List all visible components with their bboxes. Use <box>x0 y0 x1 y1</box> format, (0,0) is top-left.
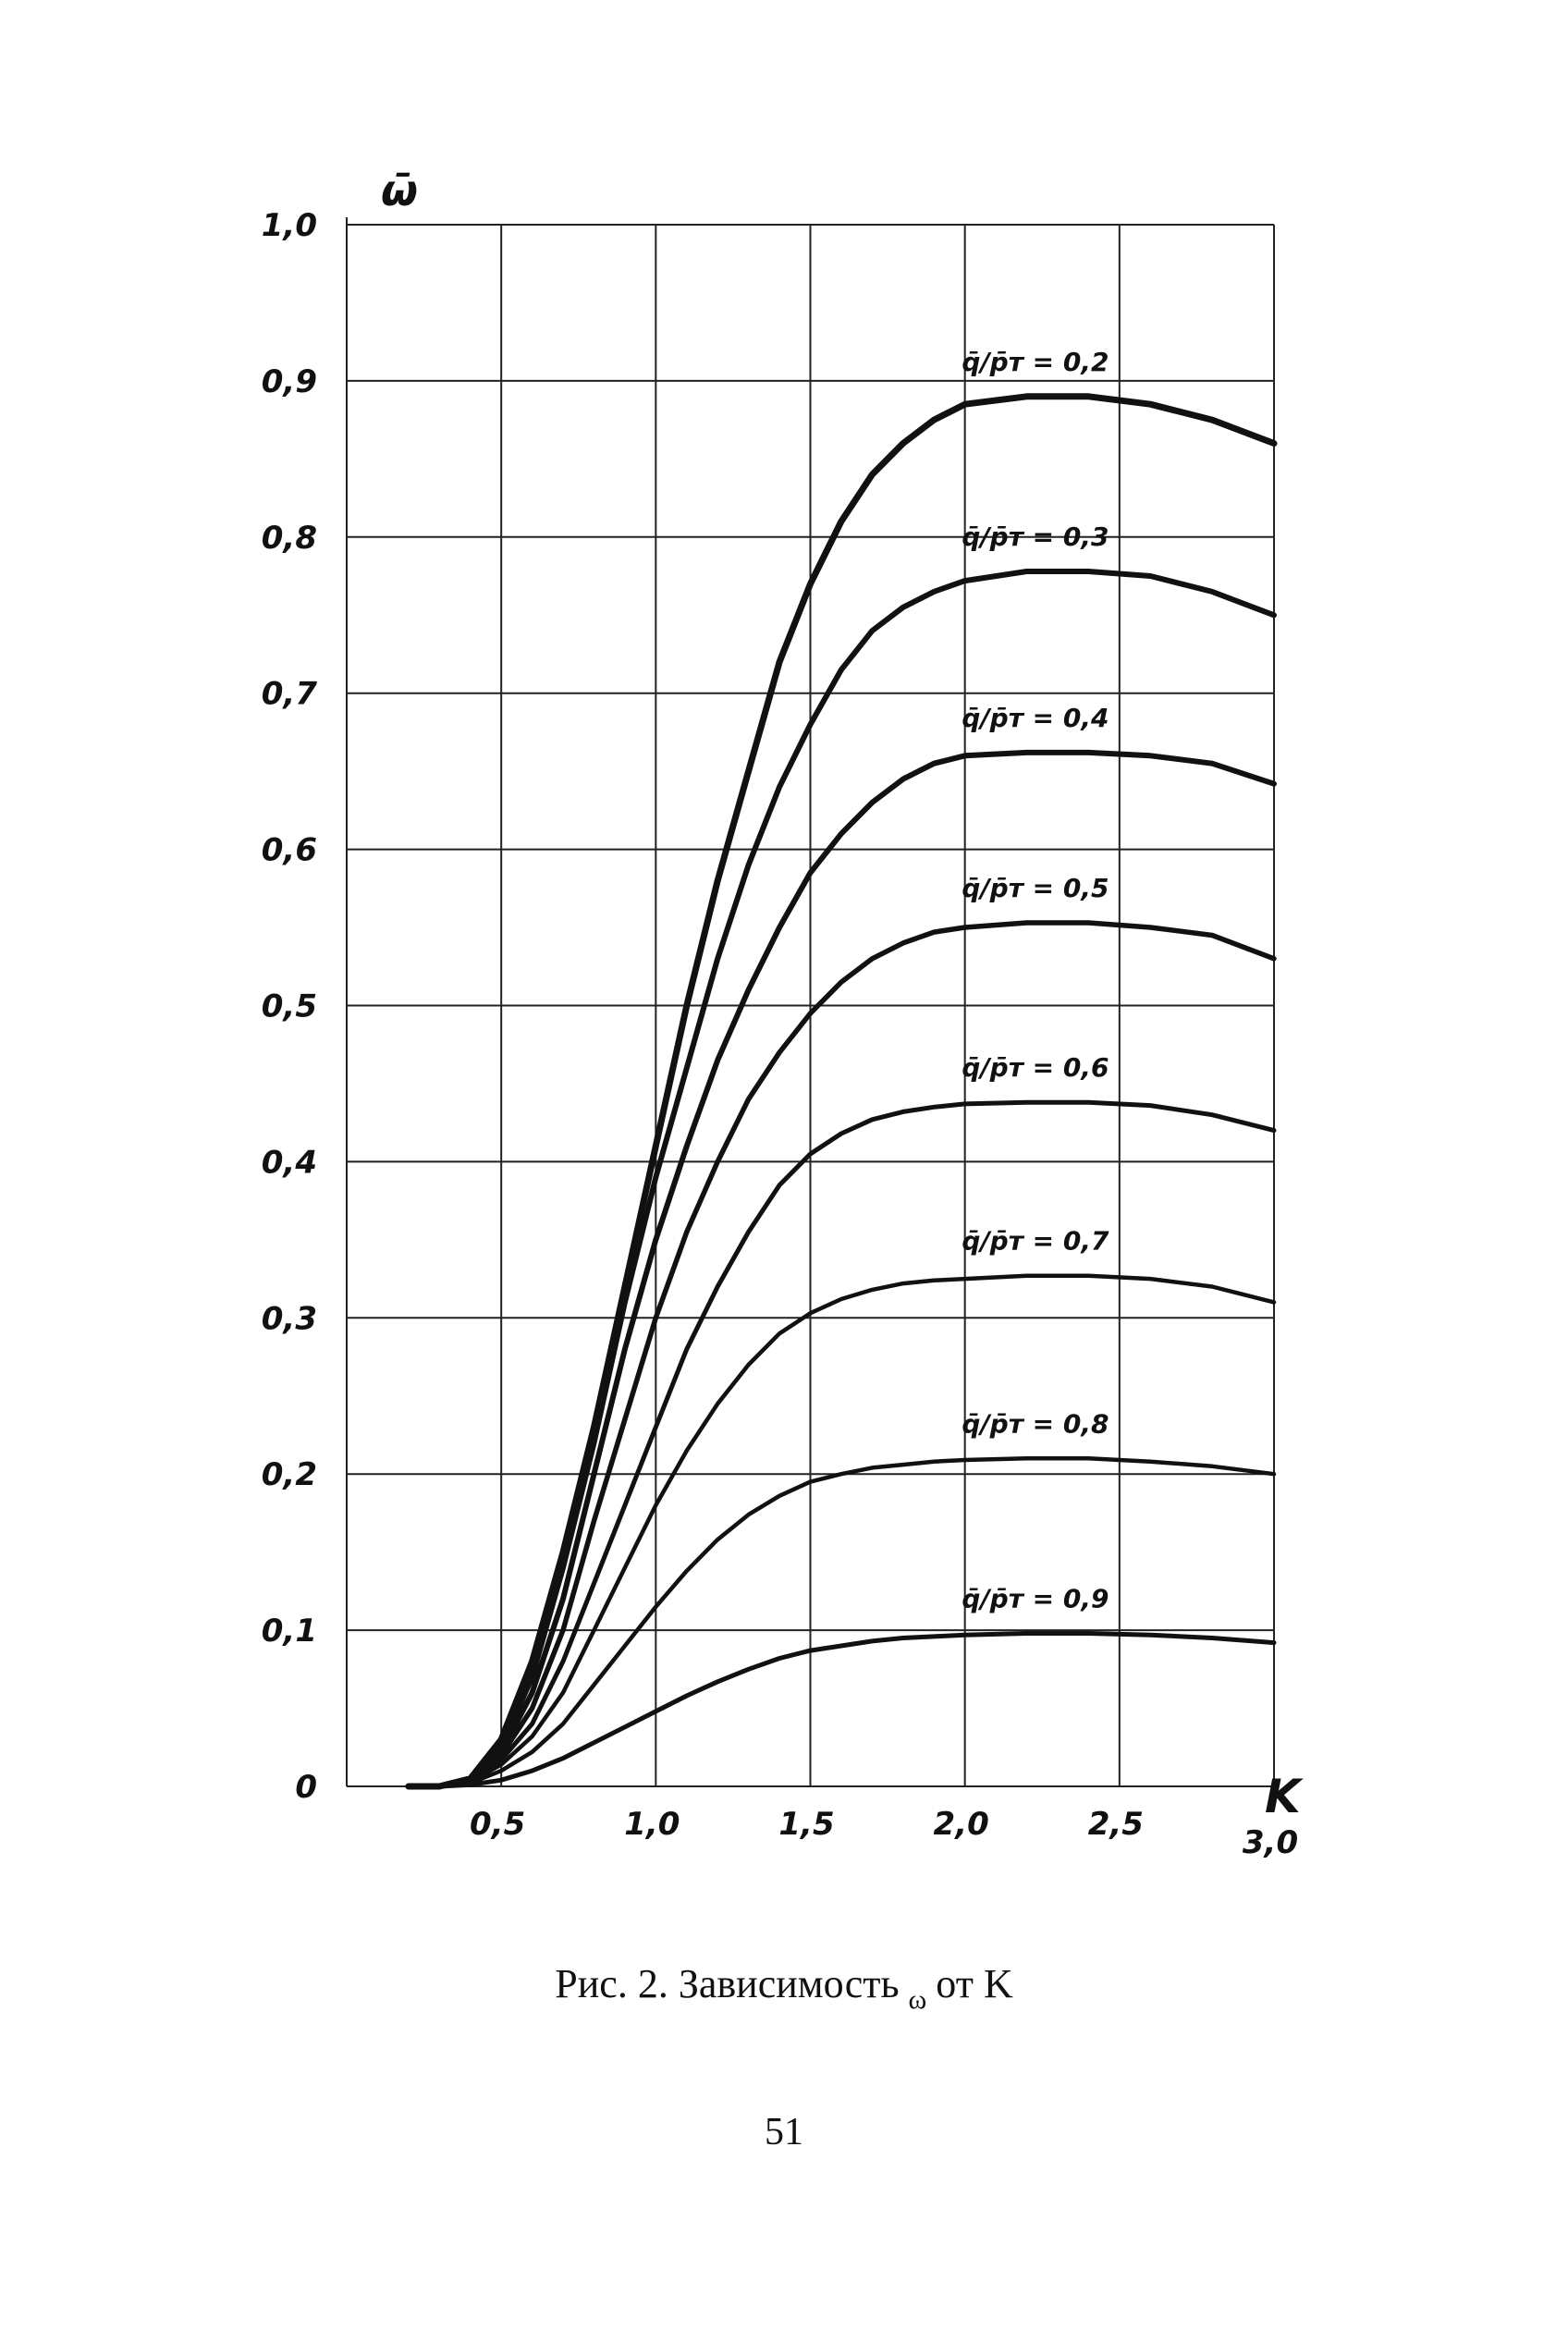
y-tick-label: 0,3 <box>262 1300 317 1337</box>
x-tick-label: 2,5 <box>1088 1806 1144 1843</box>
figure-caption: Рис. 2. Зависимость ω от K <box>0 1960 1568 2015</box>
caption-prefix: Рис. 2. Зависимость <box>555 1961 900 2006</box>
series-label: q̄/p̄т = 0,8 <box>962 1408 1109 1439</box>
y-tick-label: 0,8 <box>262 520 317 557</box>
grid <box>347 224 1275 1786</box>
axes <box>346 217 1274 1787</box>
series-label: q̄/p̄т = 0,7 <box>962 1226 1109 1257</box>
y-tick-label: 0,6 <box>262 832 317 869</box>
series-line <box>405 569 1277 1789</box>
page-number: 51 <box>765 2111 803 2153</box>
series-label: q̄/p̄т = 0,3 <box>962 521 1109 552</box>
series-line <box>406 1273 1277 1789</box>
y-tick-label: 0,4 <box>262 1144 317 1181</box>
y-axis-label: ω̄ <box>381 166 418 215</box>
y-tick-label: 0,7 <box>262 676 318 713</box>
series-line <box>405 749 1277 1789</box>
y-tick-label: 0 <box>295 1769 317 1806</box>
series-label: q̄/p̄т = 0,6 <box>962 1052 1109 1083</box>
series-line <box>406 920 1277 1789</box>
series-line <box>405 393 1278 1790</box>
caption-symbol: ω <box>908 1984 927 2015</box>
series-label: q̄/p̄т = 0,2 <box>962 347 1109 377</box>
y-tick-label: 0,5 <box>262 988 317 1025</box>
series-label: q̄/p̄т = 0,9 <box>962 1583 1109 1613</box>
y-tick-label: 0,9 <box>262 363 317 400</box>
caption-suffix: от K <box>936 1961 1013 2006</box>
x-tick-label: 1,5 <box>778 1806 834 1843</box>
series-labels: q̄/p̄т = 0,2 q̄/p̄т = 0,3 q̄/p̄т = 0,4 q̄/p… <box>962 347 1109 1614</box>
tick-labels: 0,5 1,0 1,5 2,0 2,5 3,0 0 0,1 0,2 0,3 0,4 0,5 0,6 0,7… <box>262 207 1298 1861</box>
x-axis-label: K <box>1265 1770 1304 1823</box>
x-tick-label: 1,0 <box>624 1806 680 1843</box>
y-tick-label: 0,1 <box>262 1613 317 1650</box>
x-tick-label: 3,0 <box>1243 1824 1298 1861</box>
series <box>405 393 1278 1790</box>
y-tick-label: 0,2 <box>262 1456 317 1493</box>
series-label: q̄/p̄т = 0,5 <box>962 873 1109 903</box>
series-line <box>406 1631 1277 1789</box>
x-tick-label: 2,0 <box>934 1806 989 1843</box>
series-line <box>406 1456 1277 1789</box>
series-label: q̄/p̄т = 0,4 <box>962 703 1109 733</box>
x-tick-label: 0,5 <box>470 1806 525 1843</box>
series-line <box>406 1099 1277 1789</box>
y-tick-label: 1,0 <box>262 207 317 244</box>
